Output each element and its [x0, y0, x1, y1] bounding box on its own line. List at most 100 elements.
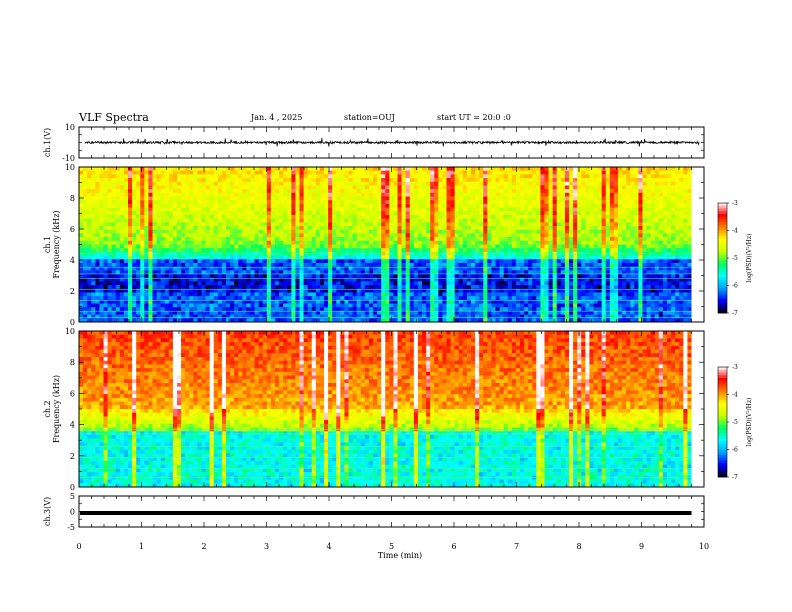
y-tick-label: 8 [70, 194, 75, 203]
colorbar-label: log(PSD)(V²/Hz) [746, 234, 753, 283]
colorbar-cell [718, 227, 727, 231]
y-tick-label: -5 [67, 523, 75, 532]
colorbar-cell [718, 402, 727, 406]
colorbar-cell [718, 441, 727, 445]
colorbar-label: log(PSD)(V²/Hz) [746, 398, 753, 447]
colorbar-cell [718, 208, 727, 212]
colorbar-cell [718, 211, 727, 215]
colorbar-cell [718, 258, 727, 262]
colorbar-cell [718, 244, 727, 248]
colorbar-cell [718, 285, 727, 289]
spectrogram-ylabel-frequency: Frequency (kHz) [52, 210, 61, 278]
colorbar-cell [718, 389, 727, 393]
y-tick-label: 10 [65, 327, 75, 336]
x-tick-label: 9 [639, 542, 644, 551]
figure-title: VLF Spectra [79, 111, 149, 124]
colorbar-cell [718, 277, 727, 281]
y-tick-label: 0 [70, 318, 75, 327]
colorbar-cell [718, 466, 727, 470]
x-tick-label: 3 [264, 542, 269, 551]
y-tick-label: 0 [70, 483, 75, 492]
colorbar-cell [718, 214, 727, 218]
colorbar-cell [718, 397, 727, 401]
colorbar-cell [718, 252, 727, 256]
colorbar-cell [718, 302, 727, 306]
x-tick-label: 6 [451, 542, 456, 551]
colorbar-cell [718, 419, 727, 423]
colorbar-cell [718, 255, 727, 259]
colorbar-cell [718, 416, 727, 420]
y-tick-label: 2 [70, 287, 75, 296]
colorbar-cell [718, 438, 727, 442]
start-time-label: start UT = 20:0 :0 [437, 113, 511, 122]
y-tick-label: 4 [70, 421, 75, 430]
colorbar-tick-label: -7 [732, 474, 738, 481]
colorbar-tick-label: -7 [732, 310, 738, 317]
y-tick-label: 6 [70, 225, 75, 234]
ch3-waveform-ylabel: ch.3(V) [43, 497, 52, 526]
y-tick-label: 10 [65, 163, 75, 172]
colorbar-cell [718, 449, 727, 453]
y-tick-label: 4 [70, 256, 75, 265]
colorbar-cell [718, 288, 727, 292]
colorbar-tick-label: -3 [732, 364, 738, 371]
spectrogram-ch2-image [79, 331, 704, 488]
colorbar-cell [718, 238, 727, 242]
y-tick-label: 10 [65, 123, 75, 132]
x-tick-label: 1 [139, 542, 144, 551]
colorbar-cell [718, 433, 727, 437]
colorbar-cell [718, 274, 727, 278]
spectrogram-ch1-image [79, 167, 704, 323]
colorbar-tick-label: -5 [732, 419, 738, 426]
colorbar-cell [718, 391, 727, 395]
x-tick-label: 8 [576, 542, 581, 551]
colorbar-cell [718, 411, 727, 415]
colorbar-cell [718, 293, 727, 297]
colorbar-cell [718, 216, 727, 220]
y-tick-label: 8 [70, 358, 75, 367]
y-tick-label: 0 [70, 508, 75, 517]
colorbar-cell [718, 408, 727, 412]
colorbar-cell [718, 269, 727, 273]
y-tick-label: 6 [70, 389, 75, 398]
colorbar-cell [718, 266, 727, 270]
colorbar-cell [718, 457, 727, 461]
colorbar-cell [718, 430, 727, 434]
colorbar-cell [718, 455, 727, 459]
colorbar-cell [718, 446, 727, 450]
colorbar-cell [718, 471, 727, 475]
colorbar-cell [718, 299, 727, 303]
spectrogram-ylabel-channel: ch.1 [43, 236, 52, 253]
colorbar-cell [718, 452, 727, 456]
colorbar-cell [718, 369, 727, 373]
y-tick-label: 2 [70, 452, 75, 461]
x-tick-label: 5 [389, 542, 394, 551]
colorbar-cell [718, 307, 727, 311]
colorbar-cell [718, 203, 727, 207]
colorbar-cell [718, 405, 727, 409]
colorbar-cell [718, 427, 727, 431]
station-label: station=OUJ [344, 113, 395, 122]
x-tick-label: 10 [699, 542, 709, 551]
colorbar-cell [718, 282, 727, 286]
colorbar-cell [718, 444, 727, 448]
colorbar-cell [718, 463, 727, 467]
colorbar-cell [718, 230, 727, 234]
x-tick-label: 2 [201, 542, 206, 551]
colorbar-cell [718, 424, 727, 428]
ch1-waveform-trace [84, 138, 700, 147]
colorbar-cell [718, 378, 727, 382]
colorbar-cell [718, 413, 727, 417]
x-axis-label: Time (min) [378, 551, 422, 560]
y-tick-label: -10 [62, 154, 75, 163]
colorbar-cell [718, 394, 727, 398]
date-label: Jan. 4 , 2025 [251, 113, 303, 122]
colorbar-cell [718, 422, 727, 426]
colorbar-cell [718, 383, 727, 387]
colorbar-tick-label: -4 [732, 228, 738, 235]
colorbar-cell [718, 380, 727, 384]
colorbar-cell [718, 468, 727, 472]
colorbar-tick-label: -6 [732, 447, 738, 454]
x-tick-label: 7 [514, 542, 519, 551]
